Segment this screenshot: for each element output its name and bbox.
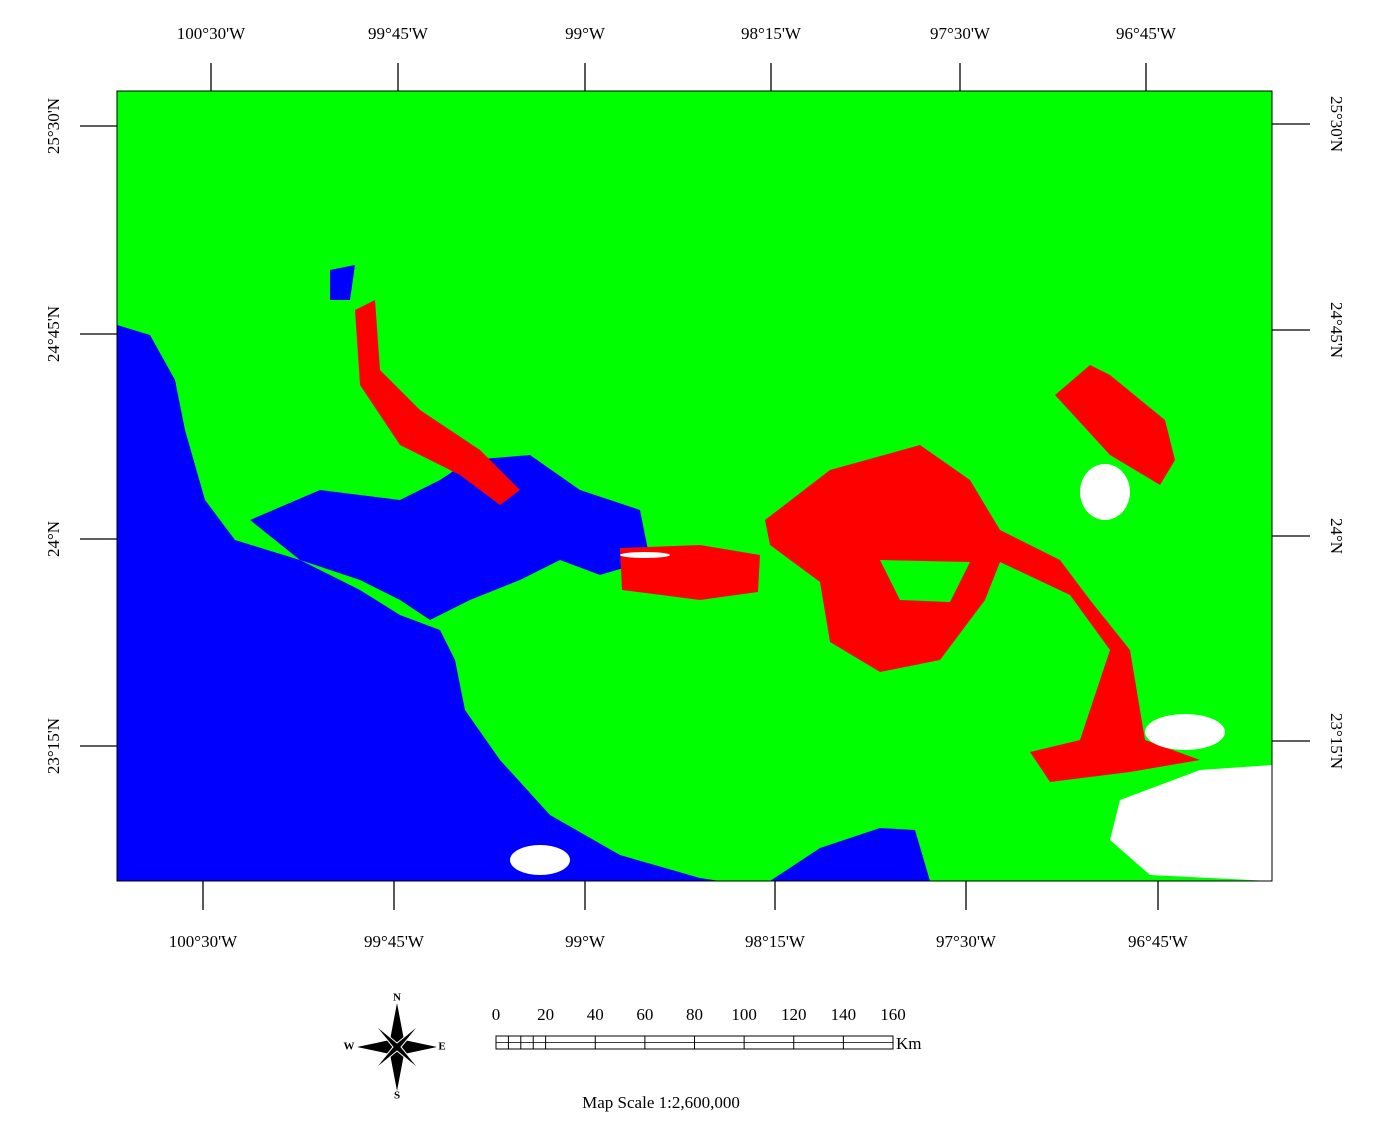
cloud: [620, 552, 670, 558]
left-tick-label: 25°30'N: [44, 98, 63, 154]
left-tick-label: 24°N: [44, 521, 63, 557]
bottom-tick-label: 98°15'W: [745, 932, 806, 951]
compass: N S E W: [344, 992, 446, 1102]
right-tick-label: 24°N: [1327, 518, 1346, 554]
compass-n: N: [393, 992, 401, 1004]
river-delta: [250, 455, 650, 620]
lagoon: [770, 828, 930, 881]
bottom-tick-label: 97°30'W: [936, 932, 997, 951]
sea: [117, 325, 720, 881]
compass-s: S: [394, 1090, 400, 1102]
top-tick-label: 96°45'W: [1116, 24, 1177, 43]
compass-e: E: [438, 1041, 445, 1053]
bottom-tick-label: 99°W: [565, 932, 606, 951]
top-tick-label: 97°30'W: [930, 24, 991, 43]
bottom-tick-label: 100°30'W: [169, 932, 238, 951]
map-area: [116, 90, 1273, 882]
cloud: [1145, 714, 1225, 750]
graticule-ticks: 100°30'W 99°45'W 99°W 98°15'W 97°30'W 96°45'W…: [44, 24, 1346, 951]
left-tick-label: 23°15'N: [44, 718, 63, 774]
scale-label: 80: [686, 1005, 703, 1024]
scale-label: 60: [636, 1005, 653, 1024]
scale-label: 160: [880, 1005, 906, 1024]
scale-label: 20: [537, 1005, 554, 1024]
lagoon-channel: [330, 265, 355, 300]
compass-w: W: [344, 1041, 355, 1053]
bottom-tick-label: 96°45'W: [1128, 932, 1189, 951]
scale-unit: Km: [896, 1034, 922, 1053]
land-hole: [880, 560, 970, 602]
top-tick-label: 98°15'W: [741, 24, 802, 43]
right-tick-label: 25°30'N: [1327, 96, 1346, 152]
right-tick-label: 23°15'N: [1327, 713, 1346, 769]
scale-label: 40: [587, 1005, 604, 1024]
left-tick-label: 24°45'N: [44, 306, 63, 362]
scale-label: 0: [492, 1005, 501, 1024]
flood-nw: [355, 300, 520, 505]
flood-large: [765, 445, 1200, 782]
bottom-tick-label: 99°45'W: [364, 932, 425, 951]
cloud: [1110, 765, 1272, 881]
cloud: [510, 845, 570, 875]
top-tick-label: 100°30'W: [177, 24, 246, 43]
top-tick-label: 99°W: [565, 24, 606, 43]
top-tick-label: 99°45'W: [368, 24, 429, 43]
scale-bar: 0 20 40 60 80 100 120 140 160 Km: [492, 1005, 922, 1053]
map-frame: [116, 90, 1273, 882]
cloud: [1080, 464, 1130, 520]
scale-text: Map Scale 1:2,600,000: [582, 1093, 740, 1112]
scale-label: 140: [831, 1005, 857, 1024]
scale-label: 120: [781, 1005, 807, 1024]
right-tick-label: 24°45'N: [1327, 302, 1346, 358]
flood-center: [620, 545, 760, 600]
scale-label: 100: [731, 1005, 757, 1024]
flood-ne: [1055, 365, 1175, 485]
compass-star-diagonal: [373, 1023, 421, 1071]
